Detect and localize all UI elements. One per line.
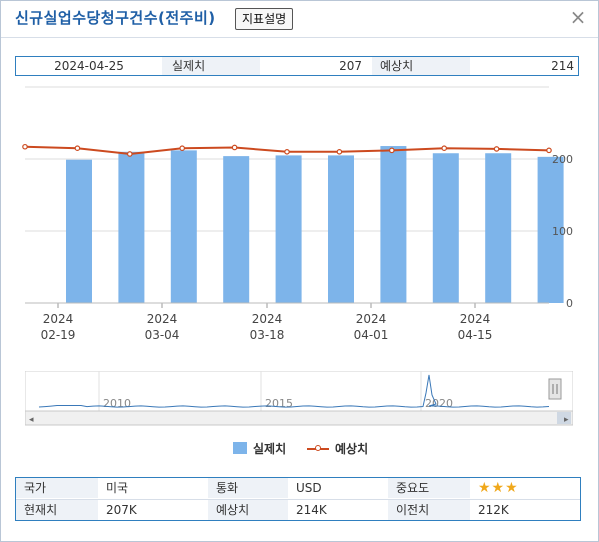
y-tick-label: 100 <box>552 225 573 238</box>
x-tick-year: 2024 <box>460 312 491 326</box>
forecast-point[interactable] <box>22 143 28 150</box>
indicator-explanation-button[interactable]: 지표설명 <box>235 8 294 30</box>
scroll-right-icon[interactable]: ▸ <box>564 415 569 425</box>
x-tick-year: 2024 <box>43 312 74 326</box>
currency-label: 통화 <box>208 478 288 498</box>
details-row: 국가 미국 통화 USD 중요도 ★★★ <box>16 478 580 498</box>
navigator-scroll-thumb[interactable] <box>557 412 571 424</box>
x-tick-date: 04-15 <box>458 328 493 342</box>
navigator-year-label: 2020 <box>425 397 453 410</box>
forecast-label: 예상치 <box>372 57 470 75</box>
scroll-left-icon[interactable]: ◂ <box>29 415 34 425</box>
legend-forecast-label: 예상치 <box>335 442 369 456</box>
bar-actual[interactable] <box>275 155 302 303</box>
previous-label: 이전치 <box>388 500 470 520</box>
x-tick-date: 04-01 <box>354 328 389 342</box>
x-tick-year: 2024 <box>356 312 387 326</box>
actual-value: 207 <box>339 59 362 73</box>
y-tick-label: 200 <box>552 153 573 166</box>
x-tick-date: 03-18 <box>250 328 285 342</box>
legend-actual[interactable]: 실제치 <box>233 439 286 459</box>
navigator-series-line <box>38 374 550 408</box>
forecast-point[interactable] <box>231 144 238 151</box>
release-date: 2024-04-25 <box>54 59 124 73</box>
country-label: 국가 <box>16 478 98 498</box>
navigator-year-label: 2010 <box>103 397 131 410</box>
details-forecast-label: 예상치 <box>208 500 288 520</box>
current-label: 현재치 <box>16 500 98 520</box>
importance-label: 중요도 <box>388 478 470 498</box>
indicator-details-table: 국가 미국 통화 USD 중요도 ★★★ 현재치 207K 예상치 214K 이… <box>15 477 581 521</box>
close-icon[interactable]: × <box>569 5 587 29</box>
bar-actual[interactable] <box>537 156 564 303</box>
forecast-point[interactable] <box>179 145 186 152</box>
x-tick-date: 03-04 <box>145 328 180 342</box>
bar-actual[interactable] <box>66 159 92 303</box>
forecast-point[interactable] <box>493 146 500 152</box>
bar-actual[interactable] <box>170 150 197 303</box>
range-navigator[interactable]: 2010 2015 2020 ◂ ▸ <box>24 370 574 427</box>
bar-actual[interactable] <box>118 151 145 303</box>
navigator-handle[interactable] <box>548 378 562 400</box>
navigator-year-label: 2015 <box>265 397 293 410</box>
country-value: 미국 <box>106 481 129 495</box>
forecast-point[interactable] <box>546 147 552 154</box>
currency-value: USD <box>296 481 322 495</box>
bar-actual[interactable] <box>432 153 459 303</box>
bar-actual[interactable] <box>380 146 407 303</box>
x-tick-year: 2024 <box>147 312 178 326</box>
x-tick-year: 2024 <box>252 312 283 326</box>
forecast-point[interactable] <box>127 151 133 157</box>
legend-line-swatch <box>307 442 329 454</box>
release-info-bar: 2024-04-25 실제치 207 예상치 214 <box>15 56 579 76</box>
navigator-scrollbar[interactable] <box>24 410 574 426</box>
forecast-point[interactable] <box>74 145 81 152</box>
main-chart[interactable]: 0 100 200 2024 02-19 2024 03-04 2024 03-18 2024 0… <box>1 79 599 349</box>
forecast-point[interactable] <box>388 147 395 154</box>
title-divider <box>1 37 598 38</box>
details-forecast-value: 214K <box>296 503 327 517</box>
bar-actual[interactable] <box>328 155 354 303</box>
forecast-value: 214 <box>551 59 574 73</box>
forecast-point[interactable] <box>441 145 448 152</box>
indicator-title: 신규실업수당청구건수(전주비) <box>15 9 216 27</box>
forecast-point[interactable] <box>336 149 343 155</box>
bar-actual[interactable] <box>223 156 250 303</box>
x-tick-date: 02-19 <box>41 328 76 342</box>
legend-bar-swatch <box>233 442 247 454</box>
forecast-point[interactable] <box>284 149 290 155</box>
actual-label: 실제치 <box>162 57 260 75</box>
previous-value: 212K <box>478 503 509 517</box>
importance-stars: ★★★ <box>478 480 519 496</box>
current-value: 207K <box>106 503 137 517</box>
chart-legend: 실제치 예상치 <box>1 439 599 459</box>
y-tick-label: 0 <box>566 297 573 310</box>
legend-forecast[interactable]: 예상치 <box>307 439 368 459</box>
legend-actual-label: 실제치 <box>253 442 287 456</box>
title-bar: 신규실업수당청구건수(전주비) 지표설명 × <box>1 1 598 35</box>
bar-actual[interactable] <box>485 153 512 303</box>
details-row: 현재치 207K 예상치 214K 이전치 212K <box>16 500 580 520</box>
